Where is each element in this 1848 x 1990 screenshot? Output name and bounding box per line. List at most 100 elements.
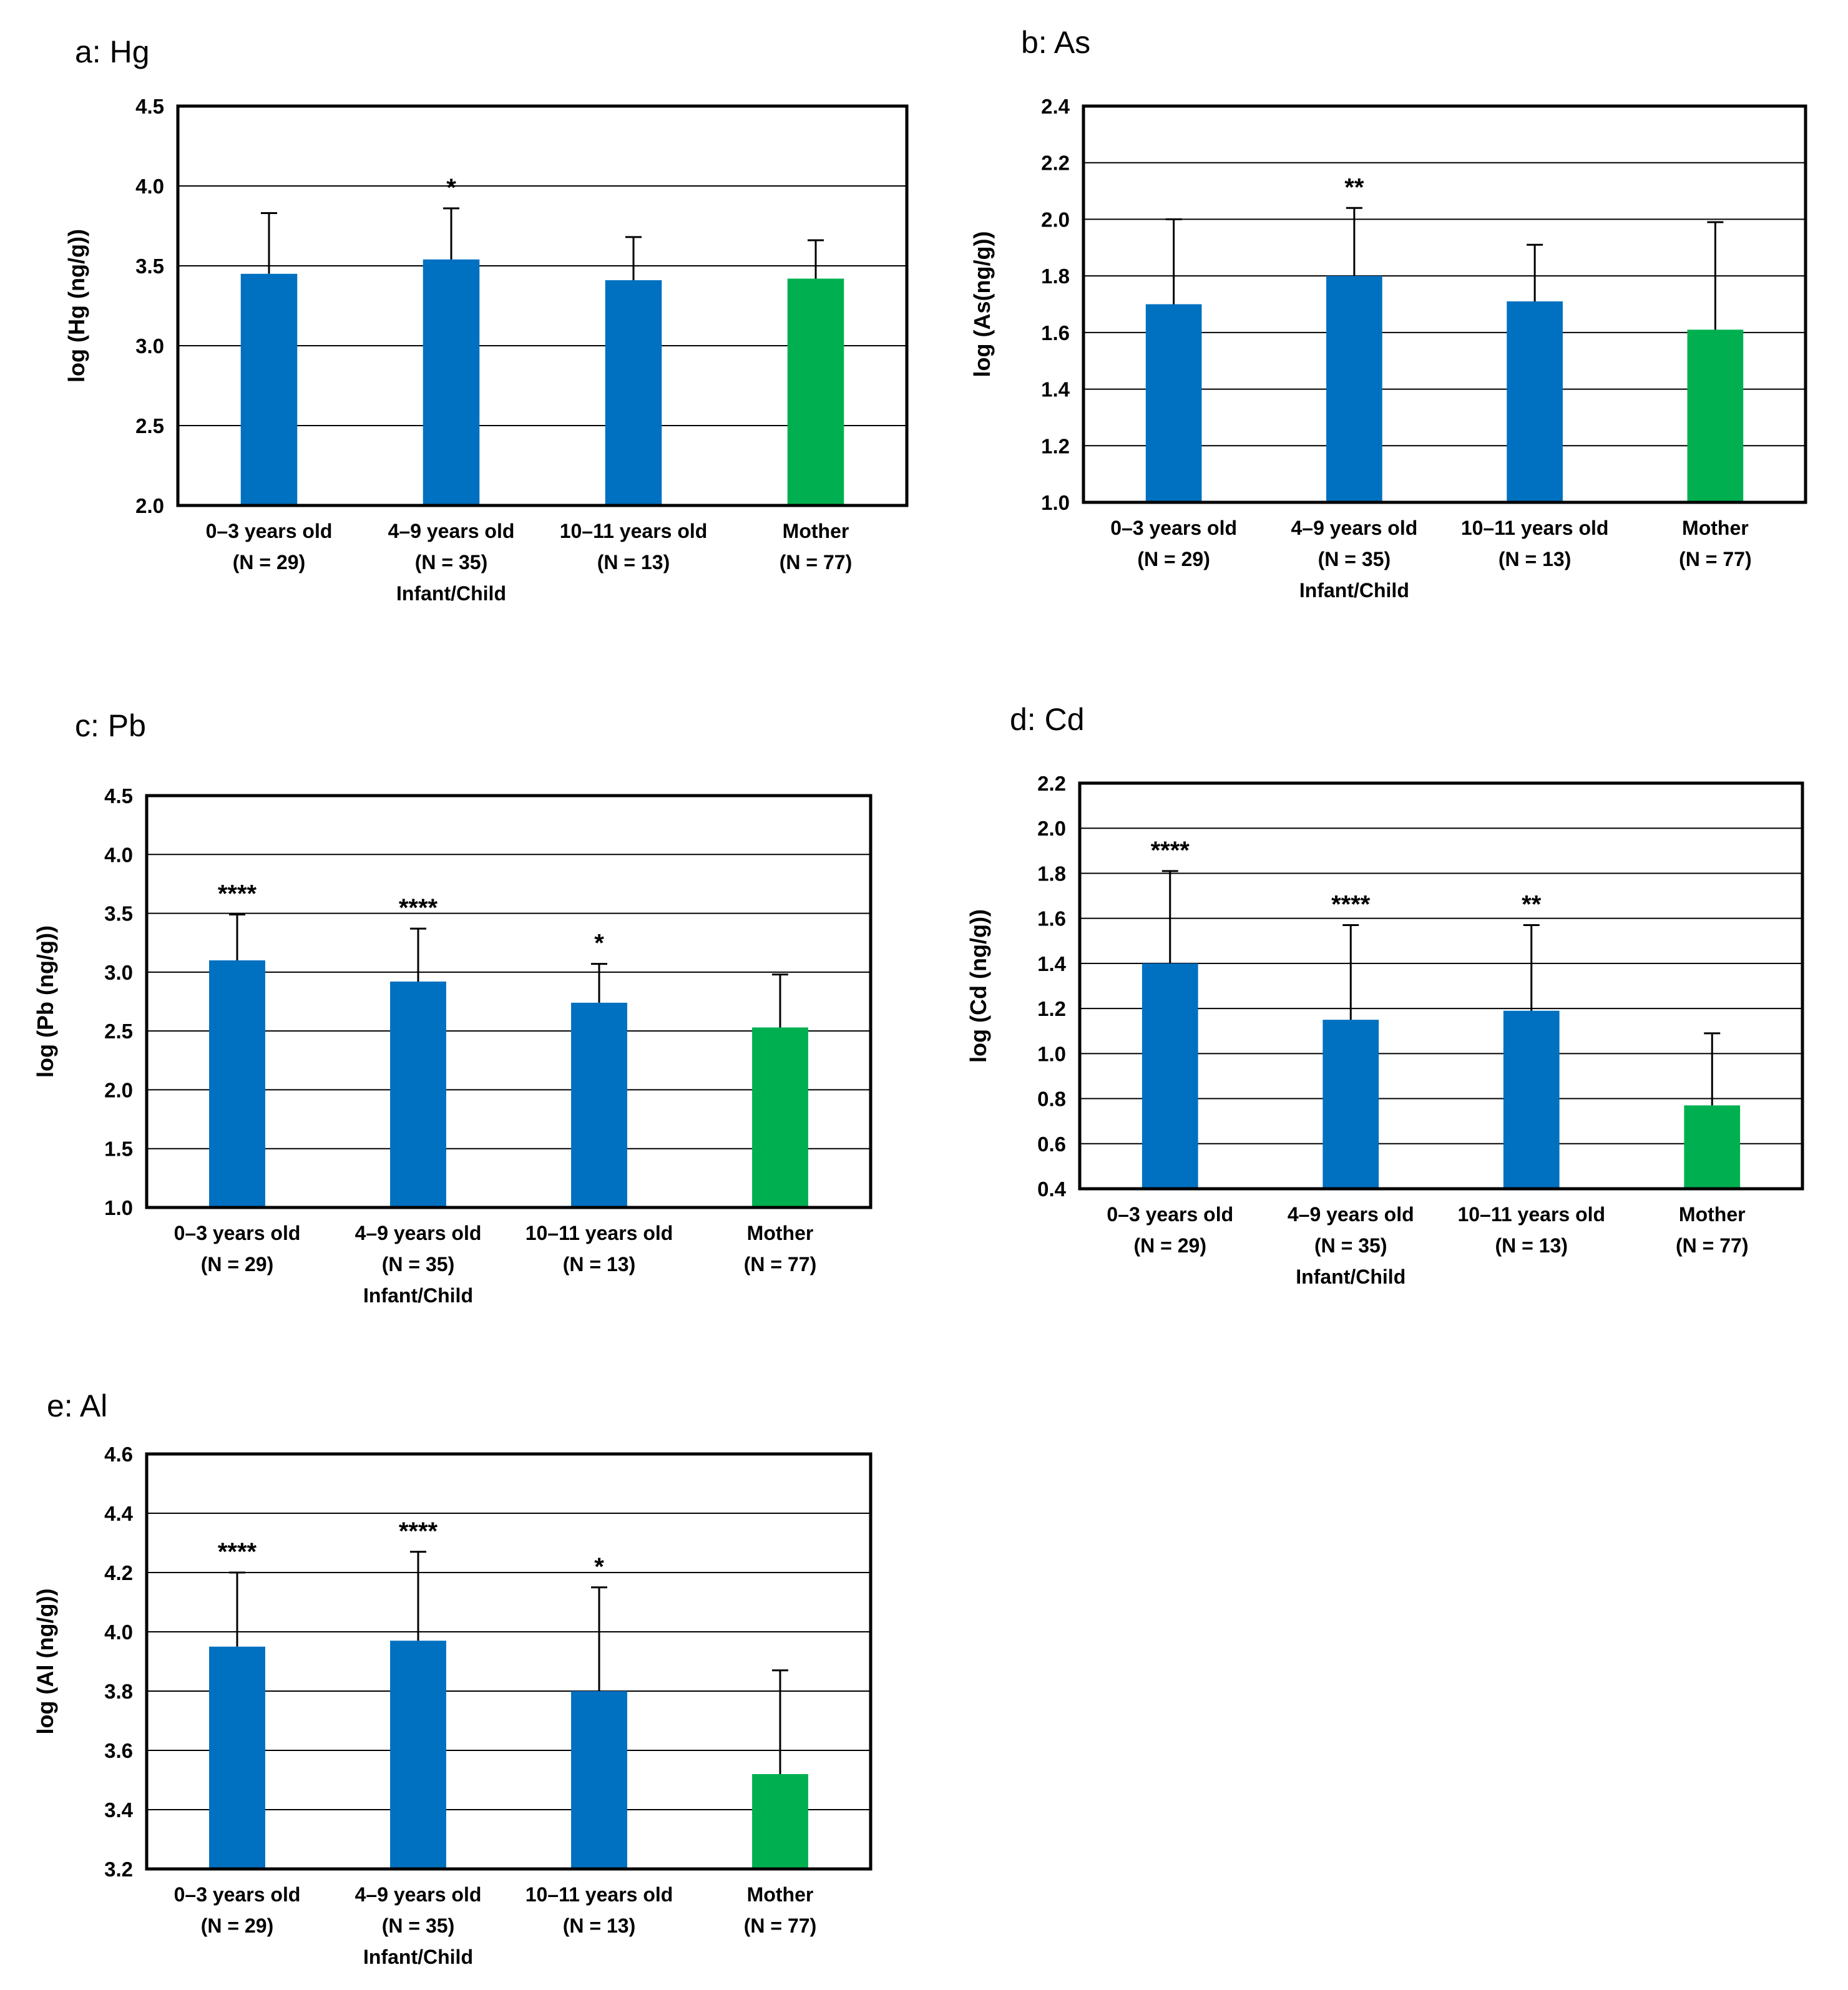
- bar[interactable]: [571, 1691, 627, 1869]
- x-category-label: 10–11 years old: [1457, 1203, 1605, 1226]
- x-category-label: 4–9 years old: [1288, 1203, 1414, 1226]
- y-axis-title: log (Cd (ng/g)): [966, 909, 991, 1063]
- significance-label: *: [594, 930, 604, 957]
- bar[interactable]: [752, 1774, 808, 1869]
- x-category-n: (N = 77): [744, 1253, 816, 1275]
- bar[interactable]: [1684, 1105, 1741, 1189]
- x-category-label: 0–3 years old: [174, 1883, 301, 1906]
- y-tick-label: 3.5: [104, 902, 133, 925]
- chart-hg: a: Hg 2.0 2.5 3.0 3.5 4.0 4.5 0–3 years old (N =…: [64, 34, 909, 605]
- x-category-label: 10–11 years old: [526, 1222, 673, 1244]
- bar[interactable]: [390, 981, 446, 1207]
- bar[interactable]: [571, 1002, 627, 1207]
- y-tick-label: 0.4: [1037, 1178, 1067, 1201]
- significance-label: ****: [399, 894, 438, 922]
- y-tick-label: 4.0: [104, 1621, 133, 1644]
- y-tick-label: 4.4: [104, 1502, 134, 1525]
- x-category-label: Mother: [747, 1222, 814, 1244]
- y-axis-title: log (Al (ng/g)): [32, 1589, 58, 1735]
- y-tick-label: 2.0: [1037, 817, 1066, 840]
- y-tick-label: 4.5: [135, 95, 164, 118]
- y-tick-label: 2.0: [1041, 208, 1070, 231]
- y-tick-label: 3.0: [135, 334, 164, 358]
- x-category-label: 10–11 years old: [1461, 517, 1609, 539]
- x-category-n: (N = 29): [201, 1914, 273, 1937]
- y-tick-label: 2.2: [1037, 772, 1066, 795]
- x-category-label: 0–3 years old: [1110, 517, 1237, 539]
- bar[interactable]: [1507, 301, 1563, 502]
- chart-title: c: Pb: [75, 708, 146, 743]
- y-tick-label: 1.4: [1037, 952, 1067, 975]
- y-tick-label: 4.6: [104, 1443, 133, 1466]
- x-category-n: (N = 29): [233, 551, 305, 573]
- x-category-label: 4–9 years old: [388, 520, 515, 542]
- significance-label: ****: [218, 1538, 257, 1566]
- y-tick-label: 1.2: [1041, 434, 1070, 457]
- bar[interactable]: [1145, 304, 1202, 503]
- bar[interactable]: [787, 278, 844, 505]
- plot-frame: [145, 794, 873, 1209]
- y-tick-label: 2.2: [1041, 152, 1070, 175]
- y-tick-label: 1.8: [1041, 265, 1070, 288]
- bar[interactable]: [390, 1641, 446, 1869]
- x-category-label: Mother: [1679, 1203, 1746, 1226]
- chart-al: e: Al 3.2 3.4 3.6 3.8 4.0 4.2 4.4 4.6 **** 0–3 yea…: [32, 1388, 873, 1968]
- bar[interactable]: [1142, 963, 1198, 1189]
- y-axis-title: log (Hg (ng/g)): [64, 229, 89, 383]
- x-group-label: Infant/Child: [1299, 579, 1409, 602]
- y-tick-label: 1.0: [104, 1196, 133, 1219]
- y-tick-label: 1.2: [1037, 997, 1066, 1020]
- bar[interactable]: [1503, 1010, 1560, 1189]
- y-tick-label: 0.6: [1037, 1133, 1066, 1156]
- y-tick-label: 2.4: [1041, 95, 1070, 118]
- bar[interactable]: [605, 280, 662, 505]
- y-axis-title: log (Pb (ng/g)): [32, 925, 58, 1078]
- x-category-label: 4–9 years old: [355, 1222, 482, 1244]
- chart-as: b: As 1.0 1.2 1.4 1.6 1.8 2.0 2.2 2.4 0–3 years o…: [969, 25, 1807, 602]
- x-category-n: (N = 35): [382, 1914, 454, 1937]
- y-tick-label: 1.6: [1041, 321, 1070, 344]
- bar[interactable]: [209, 1646, 265, 1869]
- y-tick-label: 2.0: [104, 1078, 133, 1101]
- x-category-label: Mother: [747, 1883, 814, 1906]
- bar[interactable]: [1687, 329, 1744, 502]
- significance-label: ****: [1151, 837, 1190, 864]
- plot-frame: [1082, 104, 1807, 504]
- x-category-label: 4–9 years old: [355, 1883, 482, 1906]
- bar[interactable]: [1326, 276, 1382, 502]
- x-category-label: 0–3 years old: [1107, 1203, 1233, 1226]
- x-category-label: 4–9 years old: [1291, 517, 1417, 539]
- y-tick-label: 1.4: [1041, 378, 1070, 401]
- x-category-label: Mother: [783, 520, 849, 542]
- y-tick-label: 1.0: [1041, 491, 1070, 514]
- x-category-n: (N = 77): [1676, 1234, 1748, 1257]
- y-tick-label: 1.0: [1037, 1042, 1066, 1065]
- x-category-n: (N = 13): [597, 551, 670, 573]
- x-category-n: (N = 35): [382, 1253, 454, 1275]
- y-tick-label: 1.5: [104, 1138, 133, 1161]
- x-category-n: (N = 13): [1498, 548, 1571, 570]
- y-tick-label: 2.5: [135, 414, 164, 437]
- bar[interactable]: [209, 960, 265, 1207]
- chart-title: b: As: [1021, 25, 1090, 60]
- bar[interactable]: [240, 273, 298, 505]
- x-category-n: (N = 29): [1137, 548, 1210, 570]
- x-category-n: (N = 35): [1318, 548, 1391, 570]
- plot-frame: [145, 1452, 873, 1871]
- plot-frame: [1078, 781, 1804, 1191]
- significance-label: **: [1522, 891, 1542, 919]
- y-tick-label: 2.5: [104, 1020, 133, 1043]
- chart-title: d: Cd: [1010, 702, 1085, 737]
- significance-label: *: [594, 1553, 604, 1581]
- x-group-label: Infant/Child: [363, 1946, 473, 1968]
- y-tick-label: 4.0: [135, 175, 164, 198]
- y-tick-label: 0.8: [1037, 1088, 1066, 1111]
- significance-label: ****: [1331, 891, 1371, 919]
- bar[interactable]: [752, 1027, 808, 1207]
- chart-pb: c: Pb 1.0 1.5 2.0 2.5 3.0 3.5 4.0 4.5 **** 0–3 yea…: [32, 708, 873, 1307]
- x-category-n: (N = 13): [1495, 1234, 1568, 1257]
- bar[interactable]: [1322, 1020, 1379, 1189]
- bar[interactable]: [423, 259, 480, 505]
- x-category-n: (N = 77): [780, 551, 852, 573]
- y-tick-label: 2.0: [135, 494, 164, 517]
